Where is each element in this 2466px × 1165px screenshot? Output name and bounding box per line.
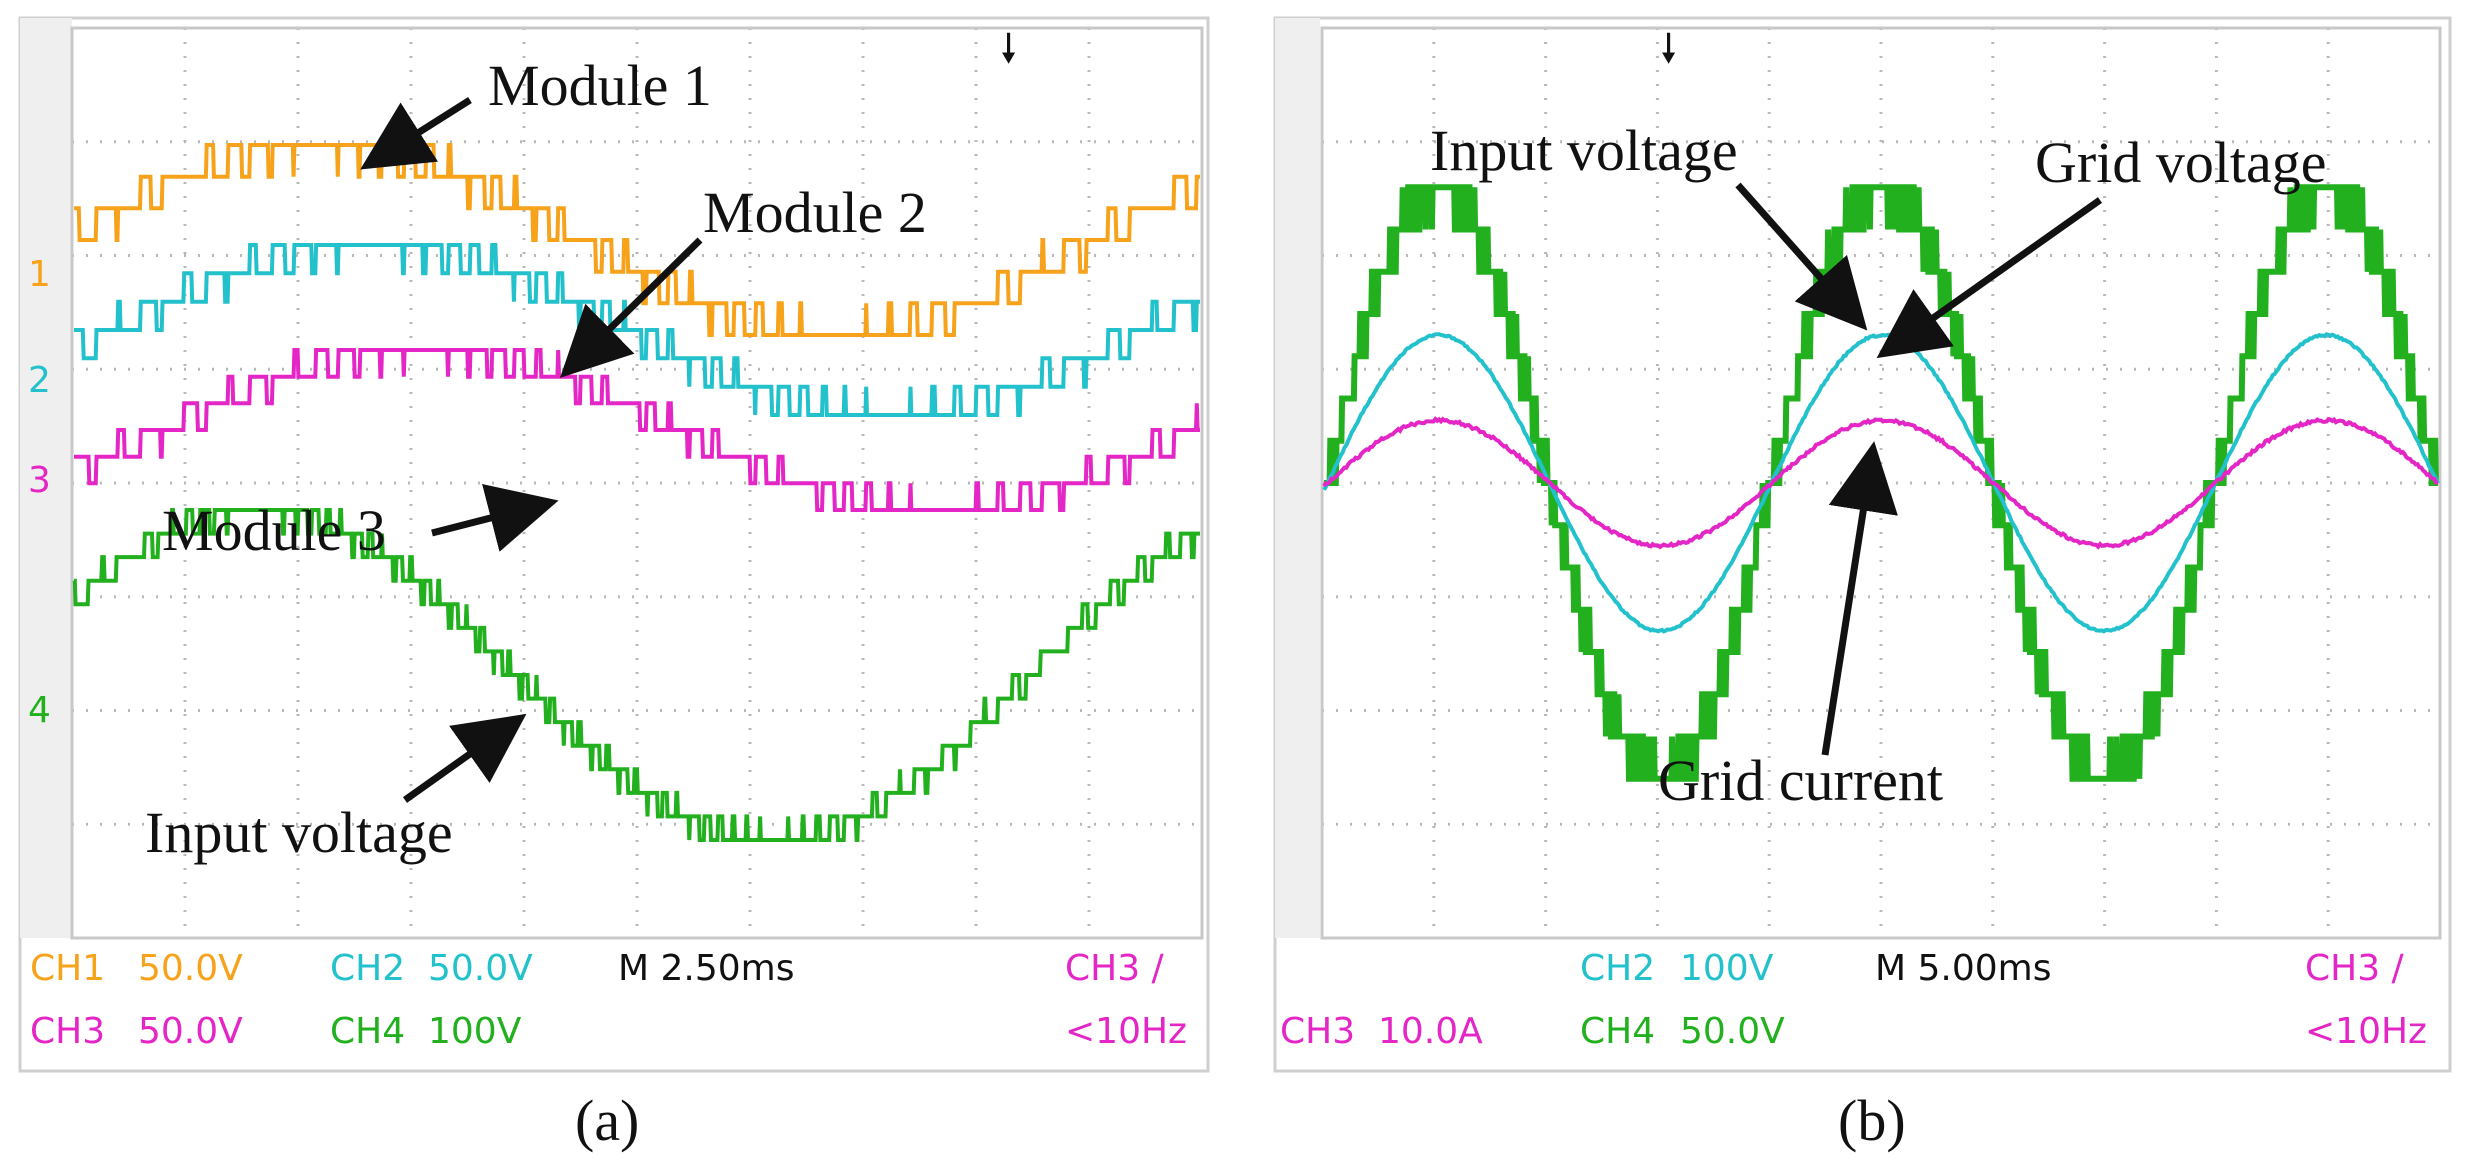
scope-panel-a: 🠗 1 2 3 4 Module 1 Module 2 Module 3 Inp… [20, 18, 1208, 1153]
trigger-position-icon-a: 🠗 [1000, 26, 1017, 72]
readout-freq-b: <10Hz [2305, 1011, 2427, 1052]
scope-panel-b: 🠗 Input voltage Grid voltage Grid curren… [1275, 18, 2450, 1153]
figure: 🠗 1 2 3 4 Module 1 Module 2 Module 3 Inp… [0, 0, 2466, 1165]
readout-time-b: M 5.00ms [1875, 948, 2051, 989]
annotation-module-1: Module 1 [488, 53, 712, 118]
readout-b-ch4-scale: 50.0V [1680, 1011, 1785, 1052]
readout-b-ch3-scale: 10.0A [1378, 1011, 1483, 1052]
annotation-grid-voltage: Grid voltage [2035, 130, 2327, 195]
readout-ch3: CH3 [30, 1011, 105, 1052]
trigger-position-icon-b: 🠗 [1660, 26, 1677, 72]
annotation-grid-current: Grid current [1658, 748, 1943, 813]
readout-freq-a: <10Hz [1065, 1011, 1187, 1052]
channel-marker-2: 2 [28, 360, 51, 401]
channel-marker-4: 4 [28, 690, 51, 731]
readout-b-ch4: CH4 [1580, 1011, 1655, 1052]
channel-marker-1: 1 [28, 254, 51, 295]
caption-b: (b) [1838, 1088, 1906, 1153]
readout-b-ch2-scale: 100V [1680, 948, 1774, 989]
readout-trigger-b: CH3 ∕ [2305, 948, 2405, 989]
readout-ch4-scale: 100V [428, 1011, 522, 1052]
annotation-module-3: Module 3 [162, 498, 386, 563]
readout-ch1-scale: 50.0V [138, 948, 243, 989]
readout-ch4: CH4 [330, 1011, 405, 1052]
caption-a: (a) [575, 1088, 639, 1153]
annotation-input-voltage-a: Input voltage [145, 800, 453, 865]
readout-ch2-scale: 50.0V [428, 948, 533, 989]
readout-trigger-a: CH3 ∕ [1065, 948, 1165, 989]
scope-left-strip-b [1275, 18, 1320, 938]
channel-marker-3: 3 [28, 460, 51, 501]
readout-time-a: M 2.50ms [618, 948, 794, 989]
readout-ch1: CH1 [30, 948, 105, 989]
readout-b-ch2: CH2 [1580, 948, 1655, 989]
readout-ch3-scale: 50.0V [138, 1011, 243, 1052]
annotation-input-voltage-b: Input voltage [1430, 118, 1738, 183]
annotation-module-2: Module 2 [703, 180, 927, 245]
readout-b-ch3: CH3 [1280, 1011, 1355, 1052]
readout-ch2: CH2 [330, 948, 405, 989]
